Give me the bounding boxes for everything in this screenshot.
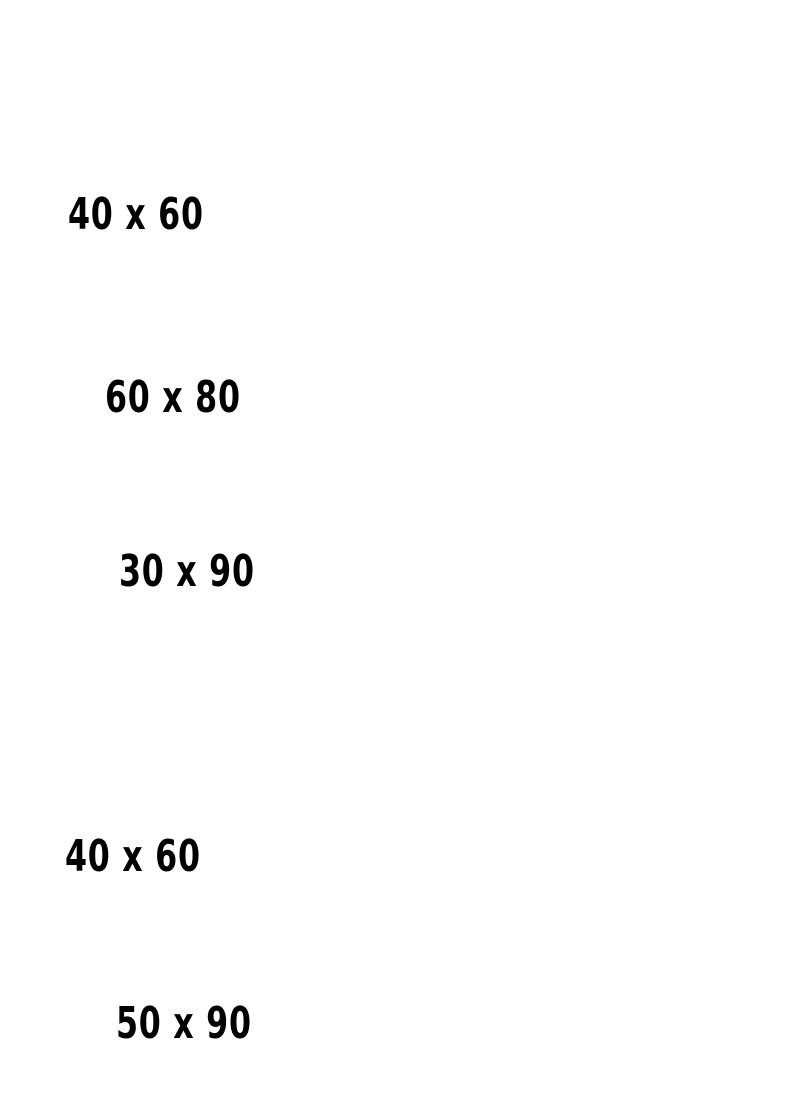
size-label: 50 x 90 bbox=[116, 998, 252, 1049]
size-label: 40 x 60 bbox=[65, 831, 201, 882]
size-label: 40 x 60 bbox=[68, 189, 204, 240]
size-label: 30 x 90 bbox=[119, 546, 255, 597]
size-label: 60 x 80 bbox=[105, 372, 241, 423]
